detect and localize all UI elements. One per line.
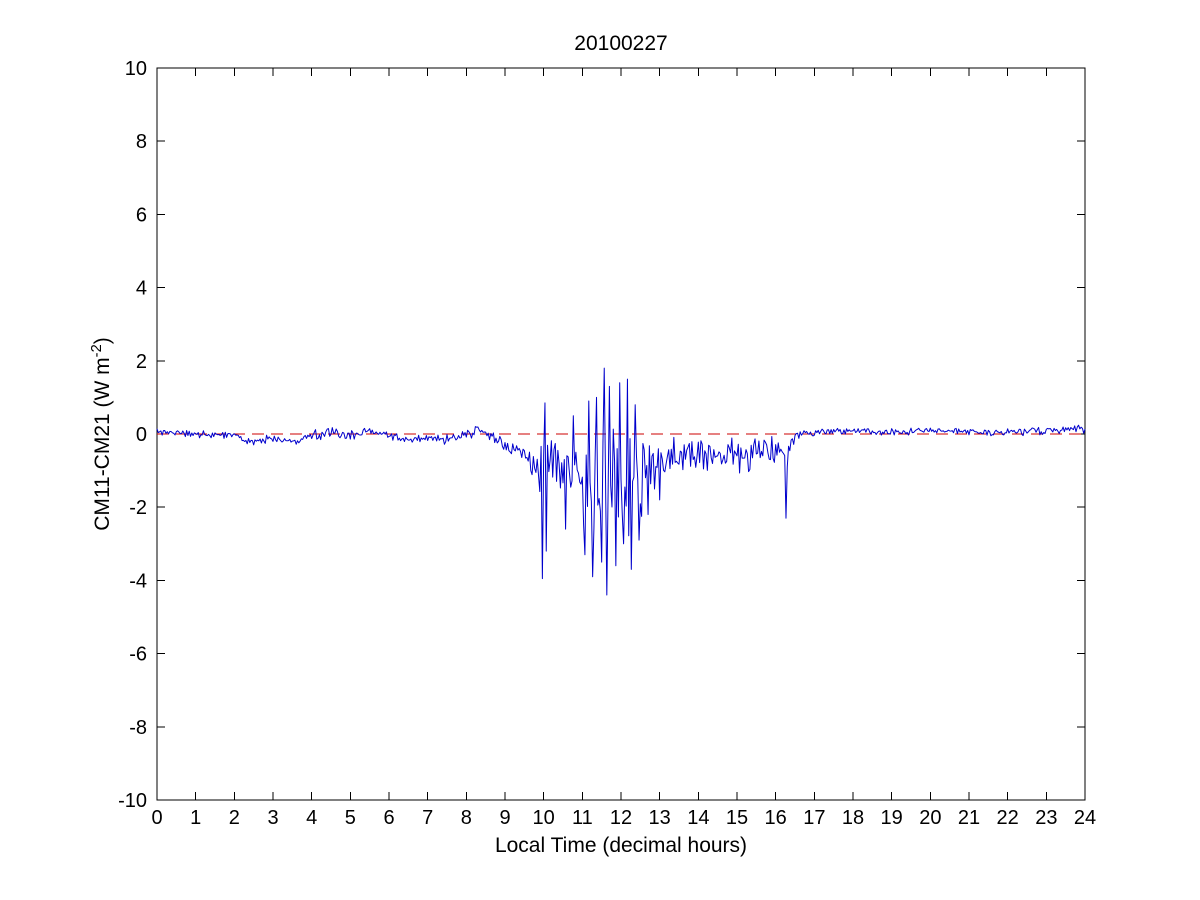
y-tick-label: -2 (129, 497, 147, 519)
x-tick-label: 19 (881, 807, 903, 829)
x-axis-label: Local Time (decimal hours) (494, 834, 748, 857)
x-tick-label: 12 (610, 807, 632, 829)
y-tick-label: 6 (136, 204, 147, 226)
x-tick-label: 22 (997, 807, 1019, 829)
data-series-line (156, 367, 1086, 596)
x-tick-label: 13 (649, 807, 671, 829)
x-tick-label: 3 (267, 807, 278, 829)
x-tick-label: 6 (383, 807, 394, 829)
x-tick-label: 1 (190, 807, 201, 829)
y-tick-label: -8 (129, 717, 147, 739)
x-tick-label: 8 (461, 807, 472, 829)
x-tick-label: 20 (919, 807, 941, 829)
y-tick-label: 10 (125, 58, 147, 80)
x-tick-label: 16 (765, 807, 787, 829)
x-tick-label: 10 (533, 807, 555, 829)
x-tick-label: 14 (687, 807, 709, 829)
y-tick-label: 2 (136, 351, 147, 373)
x-tick-label: 24 (1074, 807, 1096, 829)
x-tick-label: 21 (958, 807, 980, 829)
x-tick-label: 23 (1035, 807, 1057, 829)
x-tick-label: 9 (499, 807, 510, 829)
y-tick-label: -4 (129, 570, 147, 592)
x-tick-label: 18 (842, 807, 864, 829)
x-tick-label: 11 (572, 807, 593, 829)
y-tick-label: 4 (136, 278, 147, 300)
x-tick-label: 5 (345, 807, 356, 829)
y-tick-label: -6 (129, 644, 147, 666)
chart-title: 20100227 (574, 32, 668, 55)
x-tick-label: 15 (726, 807, 748, 829)
x-tick-label: 17 (803, 807, 825, 829)
y-tick-label: -10 (118, 790, 147, 812)
x-tick-label: 0 (151, 807, 162, 829)
y-tick-label: 0 (136, 424, 147, 446)
y-tick-label: 8 (136, 131, 147, 153)
x-tick-label: 7 (422, 807, 433, 829)
x-tick-label: 4 (306, 807, 317, 829)
x-tick-label: 2 (229, 807, 240, 829)
